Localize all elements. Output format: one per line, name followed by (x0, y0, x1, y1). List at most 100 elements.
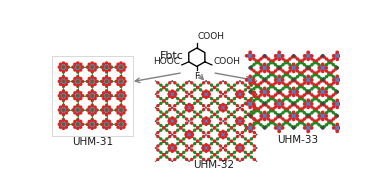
Circle shape (236, 105, 239, 107)
Circle shape (103, 69, 105, 71)
Circle shape (77, 127, 79, 129)
Circle shape (194, 84, 196, 86)
Circle shape (311, 106, 313, 108)
Circle shape (194, 98, 196, 100)
Circle shape (103, 112, 105, 114)
Circle shape (105, 66, 108, 68)
Circle shape (186, 158, 188, 160)
Circle shape (270, 122, 272, 124)
Circle shape (174, 95, 176, 97)
Circle shape (323, 68, 325, 70)
Circle shape (294, 102, 296, 104)
Circle shape (62, 123, 65, 126)
Circle shape (160, 156, 162, 158)
Circle shape (250, 129, 253, 131)
Circle shape (260, 82, 262, 84)
Circle shape (217, 111, 218, 113)
Circle shape (291, 89, 296, 94)
Circle shape (301, 98, 303, 100)
Circle shape (236, 122, 239, 124)
Circle shape (228, 143, 229, 145)
Circle shape (191, 149, 193, 151)
Circle shape (205, 90, 207, 92)
Circle shape (77, 95, 79, 97)
Circle shape (200, 143, 201, 145)
Circle shape (336, 115, 338, 117)
Circle shape (301, 60, 303, 62)
Circle shape (284, 60, 286, 62)
Circle shape (247, 140, 249, 142)
Circle shape (105, 95, 108, 97)
Circle shape (105, 105, 108, 107)
Circle shape (177, 143, 179, 145)
Circle shape (332, 94, 335, 96)
Circle shape (228, 129, 229, 131)
Circle shape (77, 70, 79, 72)
Circle shape (91, 76, 93, 78)
Circle shape (119, 94, 123, 98)
Circle shape (106, 67, 107, 68)
Circle shape (101, 66, 102, 68)
Text: COOH: COOH (198, 32, 225, 41)
Circle shape (320, 102, 322, 104)
Circle shape (228, 98, 229, 100)
Circle shape (91, 100, 93, 102)
Circle shape (249, 82, 251, 84)
Circle shape (191, 91, 193, 93)
Circle shape (270, 120, 272, 122)
Circle shape (88, 97, 90, 100)
Circle shape (157, 149, 159, 151)
Circle shape (174, 132, 176, 133)
Circle shape (205, 150, 207, 152)
Circle shape (257, 74, 260, 76)
Circle shape (260, 67, 262, 69)
Circle shape (325, 115, 327, 117)
Circle shape (111, 109, 113, 111)
Circle shape (242, 158, 243, 160)
Circle shape (251, 78, 253, 80)
Circle shape (332, 70, 335, 72)
Circle shape (294, 80, 296, 82)
Circle shape (333, 55, 335, 57)
Circle shape (236, 132, 239, 133)
Circle shape (260, 88, 262, 90)
Circle shape (194, 156, 196, 158)
Circle shape (211, 138, 213, 140)
Circle shape (280, 126, 282, 128)
Circle shape (294, 92, 296, 94)
Circle shape (293, 103, 295, 105)
Circle shape (183, 98, 185, 100)
Circle shape (106, 75, 107, 77)
Circle shape (296, 82, 299, 84)
Circle shape (197, 100, 199, 102)
Circle shape (91, 91, 93, 93)
Circle shape (96, 95, 98, 97)
Text: UHM-33: UHM-33 (277, 135, 318, 145)
Circle shape (194, 102, 196, 104)
Circle shape (91, 62, 93, 64)
Circle shape (91, 105, 93, 107)
Circle shape (77, 80, 79, 83)
Circle shape (246, 103, 248, 105)
Circle shape (234, 129, 235, 131)
Circle shape (278, 58, 280, 61)
Circle shape (160, 111, 162, 113)
Circle shape (208, 93, 211, 95)
Circle shape (236, 109, 239, 111)
Circle shape (174, 105, 176, 107)
Circle shape (231, 100, 232, 102)
Circle shape (251, 126, 253, 128)
Circle shape (311, 100, 313, 102)
Circle shape (265, 66, 267, 68)
Circle shape (106, 124, 107, 125)
Circle shape (63, 124, 64, 125)
Circle shape (253, 76, 255, 78)
Circle shape (116, 95, 118, 97)
Circle shape (90, 108, 94, 112)
Circle shape (263, 87, 266, 89)
Circle shape (309, 114, 311, 116)
Circle shape (214, 100, 215, 102)
Circle shape (171, 117, 174, 119)
Circle shape (247, 154, 249, 156)
Circle shape (65, 126, 67, 128)
